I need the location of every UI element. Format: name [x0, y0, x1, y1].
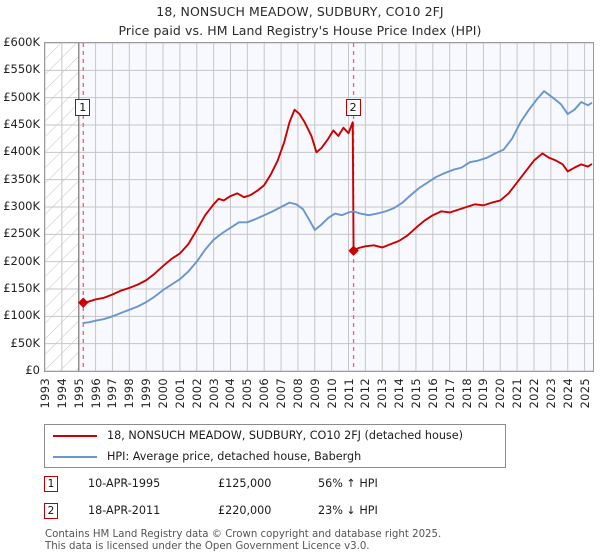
chart-svg: [45, 43, 593, 371]
page-subtitle: Price paid vs. HM Land Registry's House …: [118, 23, 482, 38]
event-marker-2[interactable]: 2: [345, 99, 361, 117]
x-axis-tick-label: 2014: [392, 378, 407, 409]
y-axis-tick-label: £500K: [3, 89, 40, 104]
y-axis-tick-label: £300K: [3, 199, 40, 213]
transaction-price-2: £220,000: [218, 504, 272, 517]
x-axis-tick-label: 2019: [476, 378, 491, 409]
x-axis-tick-label: 2005: [240, 378, 255, 409]
x-axis-tick-label: 1994: [54, 378, 69, 409]
x-axis-tick-label: 2000: [156, 378, 171, 409]
x-axis-tick-label: 1993: [38, 378, 52, 409]
transaction-row-2[interactable]: 2 18-APR-2011 £220,000 23% ↓ HPI: [44, 503, 514, 525]
x-axis-tick-label: 2016: [425, 378, 440, 409]
y-axis-tick-label: £600K: [3, 35, 40, 49]
transaction-number-1: 1: [44, 476, 58, 492]
x-axis-tick-label: 2011: [341, 378, 356, 409]
transaction-row-1[interactable]: 1 10-APR-1995 £125,000 56% ↑ HPI: [44, 476, 514, 498]
y-axis-tick-label: £450K: [3, 117, 40, 131]
chart-legend: 18, NONSUCH MEADOW, SUDBURY, CO10 2FJ (d…: [44, 424, 506, 468]
footer-attribution: Contains HM Land Registry data © Crown c…: [45, 529, 585, 553]
x-axis-tick-label: 2022: [526, 378, 541, 409]
x-axis-tick-label: 2017: [442, 378, 457, 409]
footer-line-1: Contains HM Land Registry data © Crown c…: [45, 529, 442, 540]
y-axis-tick-label: £100K: [3, 308, 40, 323]
x-axis-tick-label: 2018: [459, 378, 474, 409]
transaction-price-1: £125,000: [218, 477, 272, 490]
footer-line-2: This data is licensed under the Open Gov…: [45, 541, 370, 552]
x-axis-tick-label: 2002: [189, 378, 204, 409]
x-axis-tick-label: 2001: [172, 378, 187, 409]
legend-item-hpi: HPI: Average price, detached house, Babe…: [45, 446, 505, 467]
x-axis-tick-label: 2006: [257, 378, 272, 409]
y-axis-tick-label: £0: [25, 363, 40, 377]
x-axis-tick-label: 1995: [71, 378, 86, 409]
x-axis-tick-label: 1997: [105, 378, 120, 409]
y-axis-tick-label: £250K: [3, 226, 40, 241]
x-axis-tick-label: 2003: [206, 378, 221, 409]
chart-container: £0 £50K £100K £150K £200K £250K £300K £350K £400…: [0, 35, 600, 378]
transaction-date-1: 10-APR-1995: [88, 477, 161, 490]
transaction-hpi-delta-2: 23% ↓ HPI: [318, 504, 378, 517]
transaction-hpi-delta-1: 56% ↑ HPI: [318, 477, 378, 490]
y-axis-tick-label: £50K: [10, 335, 41, 350]
legend-label-hpi: HPI: Average price, detached house, Babe…: [107, 450, 362, 463]
transaction-date-2: 18-APR-2011: [88, 504, 161, 517]
x-axis-tick-label: 2010: [324, 378, 339, 409]
x-axis-tick-label: 2008: [290, 378, 305, 409]
page-title: 18, NONSUCH MEADOW, SUDBURY, CO10 2FJ: [156, 4, 444, 19]
y-axis-tick-label: £150K: [3, 281, 40, 295]
y-axis-tick-label: £350K: [3, 171, 40, 186]
x-axis-tick-label: 2024: [560, 378, 575, 409]
legend-label-property: 18, NONSUCH MEADOW, SUDBURY, CO10 2FJ (d…: [107, 429, 463, 442]
transaction-number-2: 2: [44, 503, 58, 519]
x-axis-tick-label: 2025: [577, 378, 592, 409]
legend-color-swatch-hpi: [53, 455, 97, 458]
x-axis-labels: 1993 1994 1995 1996 1997 1998 1999 2000 2001 2002…: [0, 378, 600, 418]
y-axis-tick-label: £200K: [3, 253, 40, 268]
y-axis-tick-label: £400K: [3, 144, 40, 159]
x-axis-tick-label: 2007: [274, 378, 289, 409]
x-axis-tick-label: 2012: [358, 378, 373, 409]
x-axis-tick-label: 2020: [493, 378, 508, 409]
plot-area[interactable]: [44, 42, 594, 372]
x-axis-tick-label: 2021: [510, 378, 525, 409]
event-marker-1[interactable]: 1: [75, 99, 91, 117]
y-axis-tick-label: £550K: [3, 62, 40, 77]
x-axis-tick-label: 2015: [408, 378, 423, 409]
x-axis-tick-label: 1996: [88, 378, 103, 409]
x-axis-tick-label: 1999: [139, 378, 154, 409]
x-axis-tick-label: 1998: [122, 378, 137, 409]
x-axis-tick-label: 2009: [307, 378, 322, 409]
legend-item-property: 18, NONSUCH MEADOW, SUDBURY, CO10 2FJ (d…: [45, 425, 505, 446]
chart-header: 18, NONSUCH MEADOW, SUDBURY, CO10 2FJ Pr…: [0, 0, 600, 38]
x-axis-tick-label: 2023: [543, 378, 558, 409]
legend-color-swatch-property: [53, 434, 97, 437]
x-axis-tick-label: 2013: [375, 378, 390, 409]
y-axis-labels: £0 £50K £100K £150K £200K £250K £300K £350K £400…: [0, 35, 42, 378]
x-axis-tick-label: 2004: [223, 378, 238, 409]
